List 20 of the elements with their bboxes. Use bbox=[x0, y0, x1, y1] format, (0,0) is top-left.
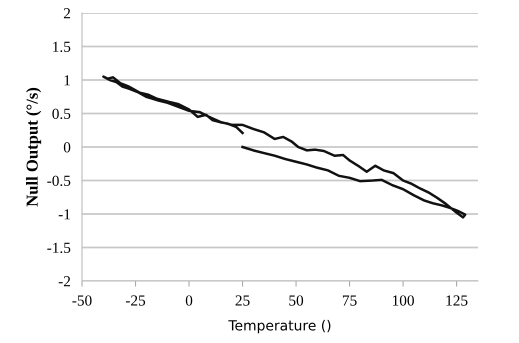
x-tick-label: 125 bbox=[446, 295, 468, 306]
y-tick-label: 0.5 bbox=[52, 108, 70, 120]
y-tick-label: 0 bbox=[64, 142, 70, 152]
x-tick-label: 25 bbox=[236, 295, 250, 306]
x-axis-title: Temperature () bbox=[228, 320, 330, 334]
y-axis-title: Null Output (°/s) bbox=[26, 88, 42, 207]
x-tick-label: -50 bbox=[72, 295, 92, 306]
y-tick-label: -0.5 bbox=[47, 176, 70, 186]
y-tick-label: -2 bbox=[58, 276, 70, 286]
y-tick-label: 1 bbox=[64, 75, 70, 86]
x-tick-label: 0 bbox=[186, 295, 192, 306]
x-tick-label: 100 bbox=[392, 295, 414, 306]
y-tick-label: 1.5 bbox=[53, 42, 70, 52]
x-tick-label: -25 bbox=[126, 295, 146, 306]
line-series bbox=[102, 75, 466, 219]
x-tick-label: 50 bbox=[289, 295, 304, 306]
x-tick-label: 75 bbox=[342, 295, 357, 306]
y-tick-label: 2 bbox=[64, 8, 70, 18]
y-tick-label: -1.5 bbox=[47, 242, 70, 254]
y-tick-label: -1 bbox=[58, 209, 70, 220]
